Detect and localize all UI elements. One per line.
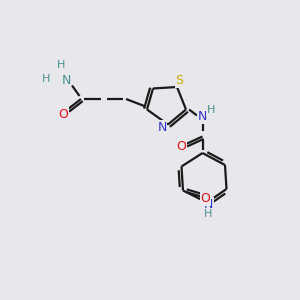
- Text: N: N: [198, 110, 207, 124]
- Text: H: H: [207, 105, 215, 116]
- Text: O: O: [201, 192, 210, 205]
- Text: N: N: [204, 197, 213, 211]
- Text: H: H: [204, 209, 213, 219]
- Text: S: S: [176, 74, 183, 88]
- Text: N: N: [157, 121, 167, 134]
- Text: H: H: [42, 74, 51, 85]
- Text: N: N: [61, 74, 71, 88]
- Text: O: O: [58, 107, 68, 121]
- Text: O: O: [177, 140, 186, 154]
- Text: H: H: [57, 59, 66, 70]
